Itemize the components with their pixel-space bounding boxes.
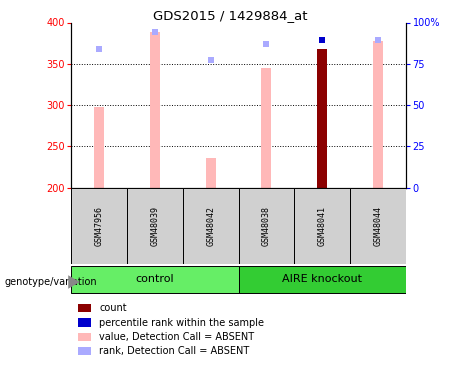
- Bar: [317, 49, 327, 188]
- Text: genotype/variation: genotype/variation: [5, 277, 97, 287]
- Bar: [71, 266, 239, 293]
- Bar: [127, 188, 183, 264]
- Bar: [373, 40, 383, 188]
- Bar: [95, 106, 104, 188]
- Text: GSM48044: GSM48044: [373, 206, 382, 246]
- Text: rank, Detection Call = ABSENT: rank, Detection Call = ABSENT: [99, 346, 249, 356]
- Text: count: count: [99, 303, 127, 313]
- Text: GSM48042: GSM48042: [206, 206, 215, 246]
- Text: control: control: [136, 274, 174, 284]
- Text: value, Detection Call = ABSENT: value, Detection Call = ABSENT: [99, 332, 254, 342]
- Bar: [183, 188, 238, 264]
- Bar: [71, 188, 127, 264]
- Text: GSM48038: GSM48038: [262, 206, 271, 246]
- Text: percentile rank within the sample: percentile rank within the sample: [99, 318, 264, 327]
- Bar: [238, 188, 294, 264]
- Text: GSM48041: GSM48041: [318, 206, 327, 246]
- Bar: [350, 188, 406, 264]
- Bar: [238, 266, 406, 293]
- Text: GDS2015 / 1429884_at: GDS2015 / 1429884_at: [153, 9, 308, 22]
- Bar: [150, 32, 160, 188]
- Text: AIRE knockout: AIRE knockout: [282, 274, 362, 284]
- Bar: [261, 68, 272, 188]
- Bar: [206, 158, 216, 188]
- Text: GSM47956: GSM47956: [95, 206, 104, 246]
- Text: GSM48039: GSM48039: [150, 206, 160, 246]
- Bar: [294, 188, 350, 264]
